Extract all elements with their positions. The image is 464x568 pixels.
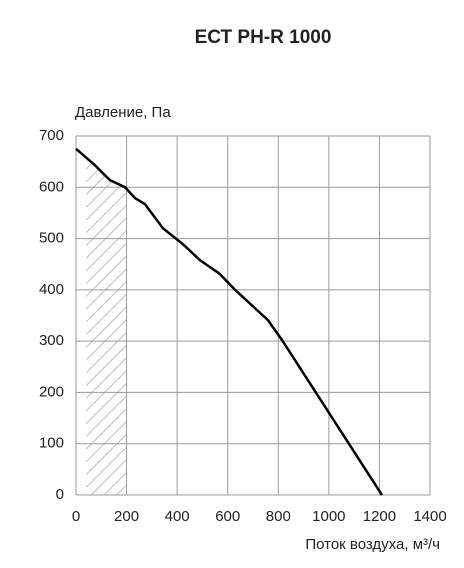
y-tick-label: 600 — [39, 178, 64, 195]
y-tick-label: 100 — [39, 435, 64, 452]
x-axis-label: Поток воздуха, м³/ч — [305, 536, 440, 553]
y-tick-label: 0 — [56, 486, 64, 503]
y-tick-label: 500 — [39, 230, 64, 247]
x-tick-label: 400 — [165, 508, 190, 525]
shaded-region — [86, 157, 127, 495]
x-tick-label: 1400 — [413, 508, 446, 525]
curve — [75, 147, 384, 496]
y-tick-label: 300 — [39, 332, 64, 349]
y-axis-label: Давление, Па — [75, 104, 171, 121]
chart-title: ЕСТ PH-R 1000 — [195, 27, 332, 48]
x-tick-label: 1000 — [312, 508, 345, 525]
y-tick-label: 700 — [39, 127, 64, 144]
x-tick-label: 0 — [72, 508, 80, 525]
x-tick-label: 800 — [266, 508, 291, 525]
x-tick-label: 1200 — [363, 508, 396, 525]
y-tick-label: 400 — [39, 281, 64, 298]
x-tick-label: 600 — [215, 508, 240, 525]
y-tick-label: 200 — [39, 383, 64, 400]
x-tick-label: 200 — [114, 508, 139, 525]
